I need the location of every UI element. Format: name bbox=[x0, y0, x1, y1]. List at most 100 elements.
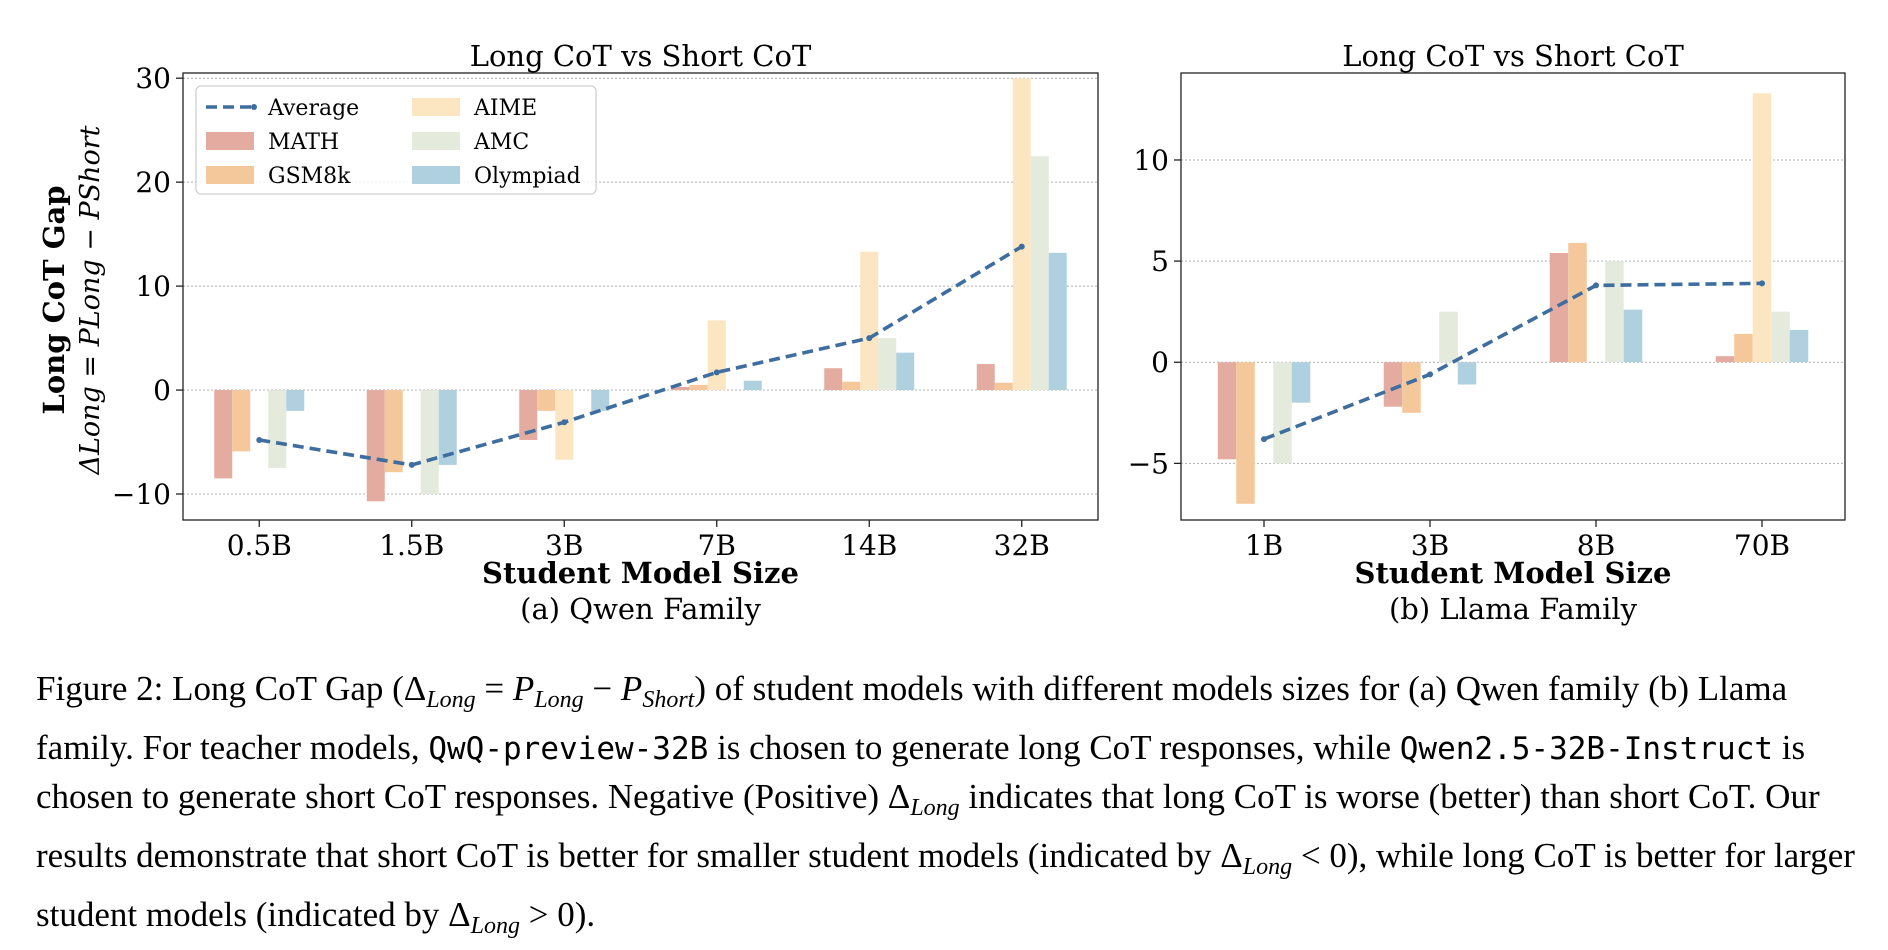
llama-bar-amc bbox=[1439, 312, 1458, 363]
qwen-xtick-label: 0.5B bbox=[227, 529, 292, 562]
qwen-average-point bbox=[714, 369, 720, 375]
qwen-average-point bbox=[561, 419, 567, 425]
qwen-ytick-label: −10 bbox=[112, 478, 171, 511]
caption-figure-label: Figure 2: bbox=[36, 669, 163, 708]
qwen-bar-aime bbox=[1013, 78, 1031, 390]
legend-label-average: Average bbox=[267, 96, 359, 121]
llama-average-point bbox=[1261, 436, 1267, 442]
legend-swatch-math bbox=[206, 132, 254, 150]
caption-formula-minus: − bbox=[584, 669, 621, 708]
caption-formula-equals: = bbox=[476, 669, 513, 708]
legend-swatch-aime bbox=[412, 98, 460, 116]
llama-average-line bbox=[1264, 283, 1762, 439]
caption-text-1: Long CoT Gap ( bbox=[163, 669, 403, 708]
llama-xtick-label: 70B bbox=[1734, 529, 1790, 562]
qwen-y-axis-formula: ΔLong = PLong − PShort bbox=[75, 125, 106, 475]
llama-average-point bbox=[1427, 371, 1433, 377]
llama-bar-olympiad bbox=[1624, 310, 1643, 363]
qwen-bar-olympiad bbox=[744, 381, 762, 390]
llama-bar-gsm8k bbox=[1734, 334, 1753, 362]
caption-delta-4: Δ bbox=[448, 895, 471, 934]
llama-ytick-label: 0 bbox=[1151, 346, 1169, 379]
qwen-ytick-label: 10 bbox=[135, 270, 171, 303]
qwen-bar-aime bbox=[860, 252, 878, 390]
caption-text-3: is chosen to generate long CoT responses… bbox=[708, 728, 1399, 767]
legend-swatch-amc bbox=[412, 132, 460, 150]
qwen-average-point bbox=[866, 335, 872, 341]
qwen-bar-olympiad bbox=[896, 353, 914, 390]
llama-average-point bbox=[1593, 282, 1599, 288]
llama-ytick-label: 5 bbox=[1151, 245, 1169, 278]
caption-delta-2: Δ bbox=[888, 777, 911, 816]
qwen-y-axis-label-group: Long CoT Gap bbox=[37, 185, 71, 414]
qwen-bar-gsm8k bbox=[995, 383, 1013, 390]
qwen-average-point bbox=[409, 462, 415, 468]
qwen-y-axis-formula-group: ΔLong = PLong − PShort bbox=[75, 125, 106, 475]
qwen-bar-gsm8k bbox=[690, 385, 708, 390]
llama-x-axis-label: Student Model Size bbox=[1355, 556, 1672, 590]
legend-label-amc: AMC bbox=[473, 130, 529, 155]
legend-swatch-gsm8k bbox=[206, 166, 254, 184]
qwen-average-point bbox=[256, 437, 262, 443]
caption-delta-4-sub: Long bbox=[471, 913, 520, 939]
qwen-average-point bbox=[1019, 244, 1025, 250]
llama-bar-gsm8k bbox=[1568, 243, 1587, 362]
llama-bar-olympiad bbox=[1292, 362, 1311, 402]
llama-chart-title: Long CoT vs Short CoT bbox=[1342, 39, 1684, 73]
caption-code-teacher-long: QwQ-preview-32B bbox=[428, 731, 708, 767]
qwen-bar-math bbox=[824, 368, 842, 390]
qwen-bar-olympiad bbox=[1049, 253, 1067, 390]
qwen-legend: Average MATH GSM8k AIME AMC Olympiad bbox=[196, 86, 596, 194]
qwen-ytick-label: 0 bbox=[153, 374, 171, 407]
caption-text-7: > 0). bbox=[520, 895, 595, 934]
qwen-bar-amc bbox=[421, 390, 439, 494]
llama-bar-amc bbox=[1273, 362, 1292, 463]
legend-label-aime: AIME bbox=[473, 96, 537, 121]
qwen-bar-gsm8k bbox=[537, 390, 555, 411]
qwen-x-axis-label: Student Model Size bbox=[482, 556, 799, 590]
qwen-ytick-label: 20 bbox=[135, 166, 171, 199]
caption-formula-sub-short: Short bbox=[642, 687, 694, 713]
qwen-bar-amc bbox=[268, 390, 286, 468]
caption-formula-sub-long: Long bbox=[426, 687, 475, 713]
llama-xtick-label: 1B bbox=[1245, 529, 1283, 562]
qwen-bar-olympiad bbox=[286, 390, 304, 411]
qwen-bar-math bbox=[214, 390, 232, 478]
legend-label-gsm8k: GSM8k bbox=[268, 164, 351, 189]
qwen-xtick-label: 32B bbox=[994, 529, 1050, 562]
llama-subtitle: (b) Llama Family bbox=[1389, 592, 1638, 626]
llama-bar-math bbox=[1218, 362, 1237, 459]
caption-delta-3-sub: Long bbox=[1243, 854, 1292, 880]
legend-swatch-average-point bbox=[251, 104, 257, 110]
llama-bar-aime bbox=[1753, 93, 1772, 362]
caption-formula-p-long: P bbox=[513, 669, 534, 708]
qwen-bar-amc bbox=[1031, 156, 1049, 390]
caption-code-teacher-short: Qwen2.5-32B-Instruct bbox=[1400, 731, 1773, 767]
qwen-ytick-label: 30 bbox=[135, 62, 171, 95]
qwen-bar-math bbox=[977, 364, 995, 390]
llama-bar-olympiad bbox=[1790, 330, 1809, 362]
legend-label-math: MATH bbox=[268, 130, 339, 155]
qwen-subtitle: (a) Qwen Family bbox=[520, 592, 761, 626]
caption-formula-delta: Δ bbox=[404, 669, 427, 708]
qwen-bar-gsm8k bbox=[842, 382, 860, 390]
qwen-bar-gsm8k bbox=[232, 390, 250, 451]
legend-swatch-olympiad bbox=[412, 166, 460, 184]
qwen-xtick-label: 14B bbox=[841, 529, 897, 562]
caption-formula-p-short: P bbox=[621, 669, 642, 708]
llama-bar-olympiad bbox=[1458, 362, 1477, 384]
qwen-xtick-label: 1.5B bbox=[379, 529, 444, 562]
caption-delta-3: Δ bbox=[1220, 836, 1243, 875]
llama-bar-gsm8k bbox=[1402, 362, 1421, 413]
legend-label-olympiad: Olympiad bbox=[474, 164, 581, 189]
qwen-chart-title: Long CoT vs Short CoT bbox=[470, 39, 812, 73]
llama-ytick-label: −5 bbox=[1128, 447, 1169, 480]
qwen-bar-math bbox=[367, 390, 385, 501]
llama-ytick-label: 10 bbox=[1133, 144, 1169, 177]
llama-bar-math bbox=[1716, 356, 1735, 362]
caption-formula-sub-long-2: Long bbox=[534, 687, 583, 713]
qwen-bar-amc bbox=[878, 338, 896, 390]
caption-delta-2-sub: Long bbox=[910, 795, 959, 821]
